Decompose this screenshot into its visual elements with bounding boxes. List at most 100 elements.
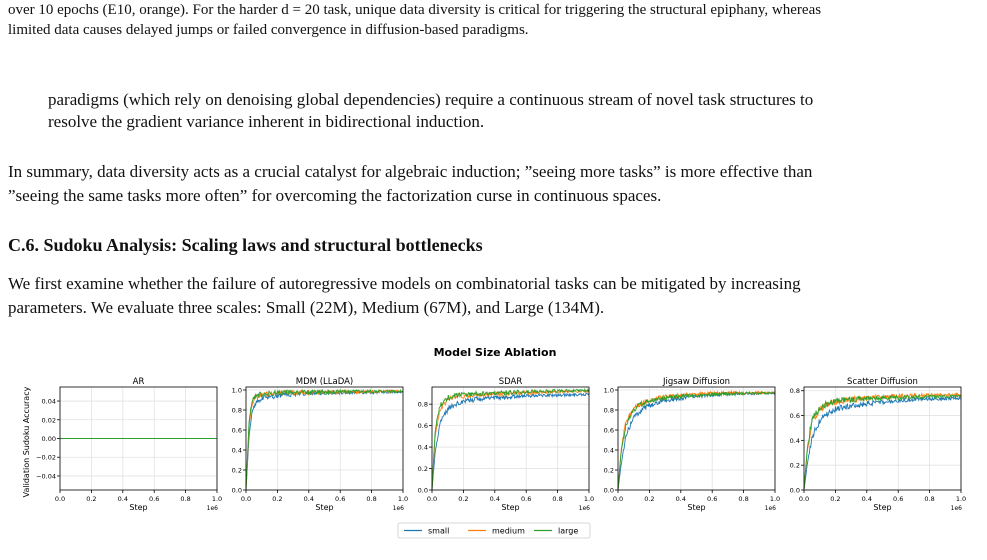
panel-title: Scatter Diffusion (847, 377, 918, 387)
x-tick-label: 0.2 (272, 495, 282, 503)
panel-title: MDM (LLaDA) (296, 377, 353, 387)
model-size-ablation-figure: Model Size Ablation Validation Sudoku Ac… (22, 346, 967, 539)
x-exponent-label: 1e6 (579, 505, 591, 512)
panel-title: Jigsaw Diffusion (662, 377, 730, 387)
x-tick-label: 0.6 (893, 495, 903, 503)
y-tick-label: 0.04 (42, 398, 56, 406)
panel-title: SDAR (499, 377, 523, 387)
x-tick-label: 0.6 (149, 495, 159, 503)
x-axis-label: Step (129, 503, 147, 512)
legend-box (397, 522, 591, 539)
panel-jigsaw-diffusion: 0.0 0.2 0.4 0.6 0.8 1.0 0.0 0.2 0.4 0.6 0.8 1.0 Jigs… (604, 377, 781, 512)
caption-line-1: over 10 epochs (E10, orange). For the ha… (8, 2, 822, 18)
x-tick-label: 0.8 (366, 495, 376, 503)
x-tick-label: 0.4 (118, 495, 128, 503)
y-tick-label: 0.00 (42, 435, 56, 443)
plot-frame (803, 386, 962, 491)
series-medium-line (245, 388, 404, 491)
x-tick-label: 0.6 (707, 495, 717, 503)
x-tick-label: 1.0 (398, 495, 408, 503)
y-tick-label: 0.6 (418, 422, 428, 430)
legend-label-large: large (558, 527, 578, 536)
y-tick-label: 0.8 (790, 387, 800, 395)
y-tick-label: 1.0 (232, 387, 242, 395)
paradigms-line-1: paradigms (which rely on denoising globa… (48, 90, 814, 109)
x-tick-label: 0.4 (862, 495, 872, 503)
x-tick-label: 0.0 (241, 495, 251, 503)
x-tick-label: 0.8 (552, 495, 562, 503)
x-tick-label: 0.2 (458, 495, 468, 503)
x-tick-label: 0.2 (830, 495, 840, 503)
legend-label-medium: medium (492, 527, 525, 536)
y-tick-label: 0.4 (232, 447, 242, 455)
series-large-line (617, 390, 776, 491)
x-tick-label: 0.4 (304, 495, 314, 503)
x-exponent-label: 1e6 (393, 505, 405, 512)
panel-title: AR (133, 377, 145, 387)
paradigms-line-2: resolve the gradient variance inherent i… (48, 112, 485, 131)
series-small-line (245, 389, 404, 490)
panel-mdm-llada: 0.0 0.2 0.4 0.6 0.8 1.0 0.0 0.2 0.4 0.6 0.8 1.0 MDM … (232, 377, 409, 512)
x-tick-label: 0.0 (799, 495, 809, 503)
x-tick-label: 0.8 (924, 495, 934, 503)
sudoku-line-2: parameters. We evaluate three scales: Sm… (8, 298, 605, 317)
y-tick-label: −0.04 (36, 472, 56, 480)
plot-frame (59, 386, 218, 491)
x-axis-label: Step (873, 503, 891, 512)
legend: small medium large (397, 522, 591, 539)
x-tick-label: 1.0 (956, 495, 966, 503)
y-tick-label: 0.8 (604, 407, 614, 415)
x-tick-label: 0.8 (180, 495, 190, 503)
y-tick-label: 0.6 (604, 427, 614, 435)
x-tick-label: 0.0 (427, 495, 437, 503)
y-tick-label: 0.2 (790, 462, 800, 470)
y-tick-label: 0.0 (232, 487, 242, 495)
y-tick-label: 0.8 (232, 407, 242, 415)
y-tick-label: 0.0 (790, 487, 800, 495)
plot-frame (617, 386, 776, 491)
series-large-line (245, 388, 404, 490)
y-tick-label: 0.0 (418, 487, 428, 495)
plot-frame (245, 386, 404, 491)
x-tick-label: 0.2 (86, 495, 96, 503)
series-large-line (803, 394, 962, 491)
y-tick-label: 0.4 (418, 444, 428, 452)
x-tick-label: 0.2 (644, 495, 654, 503)
legend-label-small: small (428, 527, 449, 536)
section-heading: C.6. Sudoku Analysis: Scaling laws and s… (8, 235, 483, 255)
plot-frame (431, 386, 590, 491)
y-tick-label: 1.0 (604, 387, 614, 395)
y-tick-label: 0.0 (604, 487, 614, 495)
x-axis-label: Step (315, 503, 333, 512)
summary-line-2: ”seeing the same tasks more often” for o… (8, 186, 662, 205)
series-small-line (431, 392, 590, 491)
x-tick-label: 1.0 (584, 495, 594, 503)
series-small-line (803, 395, 962, 490)
y-tick-label: 0.4 (604, 447, 614, 455)
x-tick-label: 0.4 (676, 495, 686, 503)
x-exponent-label: 1e6 (765, 505, 777, 512)
y-tick-label: 0.2 (232, 467, 242, 475)
panel-scatter-diffusion: 0.0 0.2 0.4 0.6 0.8 0.0 0.2 0.4 0.6 0.8 1.0 Scatter… (790, 377, 967, 512)
x-tick-label: 1.0 (212, 495, 222, 503)
y-tick-label: 0.2 (418, 465, 428, 473)
y-axis-label: Validation Sudoku Accuracy (22, 386, 31, 497)
y-tick-label: 0.02 (42, 416, 56, 424)
y-tick-label: 0.4 (790, 437, 800, 445)
y-tick-label: 0.6 (790, 412, 800, 420)
x-axis-label: Step (687, 503, 705, 512)
x-tick-label: 0.8 (738, 495, 748, 503)
x-tick-label: 1.0 (770, 495, 780, 503)
summary-line-1: In summary, data diversity acts as a cru… (8, 162, 813, 181)
x-axis-label: Step (501, 503, 519, 512)
x-exponent-label: 1e6 (207, 505, 219, 512)
sudoku-line-1: We first examine whether the failure of … (8, 274, 801, 293)
series-large-line (431, 387, 590, 490)
panel-ar: −0.04 −0.02 0.00 0.02 0.04 0.0 0.2 0.4 0.6 0.8 1.0… (36, 377, 222, 512)
x-tick-label: 0.4 (490, 495, 500, 503)
panel-sdar: 0.0 0.2 0.4 0.6 0.8 0.0 0.2 0.4 0.6 0.8 1.0 SDAR Ste… (418, 377, 595, 512)
series-medium-line (431, 389, 590, 490)
x-tick-label: 0.0 (55, 495, 65, 503)
x-exponent-label: 1e6 (951, 505, 963, 512)
y-tick-label: 0.8 (418, 401, 428, 409)
